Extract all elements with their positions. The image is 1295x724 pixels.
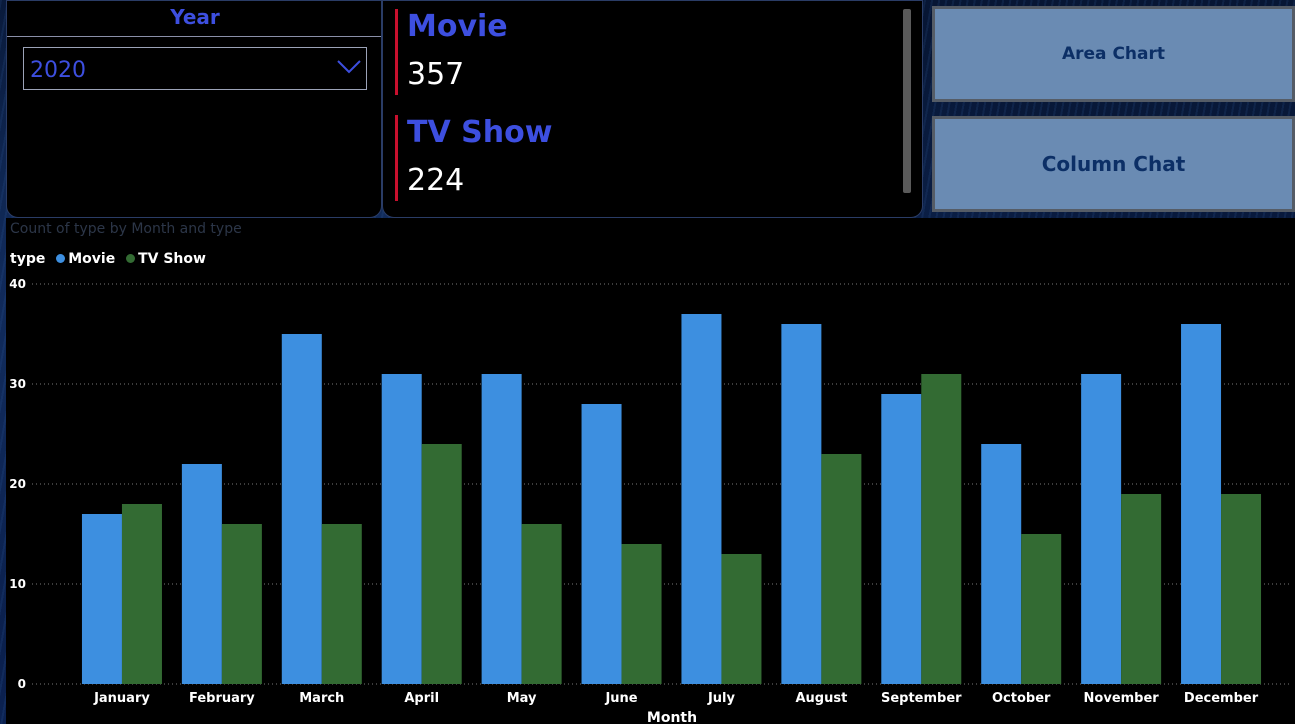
multi-row-card: Movie 357 TV Show 224 <box>382 0 923 218</box>
bar-tv-show[interactable] <box>921 374 962 684</box>
y-tick-label: 40 <box>9 277 26 291</box>
y-tick-label: 30 <box>9 377 26 391</box>
card-label-movie: Movie <box>407 9 508 44</box>
bar-movie[interactable] <box>581 404 622 684</box>
bar-tv-show[interactable] <box>1021 534 1062 684</box>
chart-legend: type Movie TV Show <box>10 251 206 267</box>
card-scrollbar[interactable] <box>903 9 911 193</box>
legend-label: Movie <box>68 251 116 267</box>
slicer-title: Year <box>170 5 220 29</box>
x-tick-label: November <box>1084 691 1160 706</box>
bar-movie[interactable] <box>481 374 522 684</box>
legend-dot-icon <box>126 254 136 263</box>
x-tick-label: April <box>404 691 439 706</box>
bar-tv-show[interactable] <box>221 524 262 684</box>
x-tick-label: January <box>93 691 150 706</box>
bar-movie[interactable] <box>381 374 422 684</box>
y-tick-label: 20 <box>9 477 26 491</box>
bar-tv-show[interactable] <box>321 524 362 684</box>
bar-movie[interactable] <box>281 334 322 684</box>
x-tick-label: December <box>1184 691 1259 706</box>
legend-dot-icon <box>56 254 66 263</box>
bar-tv-show[interactable] <box>1221 494 1262 684</box>
bar-movie[interactable] <box>1081 374 1122 684</box>
bar-movie[interactable] <box>881 394 922 684</box>
bar-movie[interactable] <box>181 464 222 684</box>
x-tick-label: October <box>992 691 1051 706</box>
x-tick-label: July <box>707 691 736 706</box>
year-dropdown[interactable]: 2020 <box>23 47 367 90</box>
card-accent-bar <box>395 115 398 201</box>
x-axis-title: Month <box>647 710 697 724</box>
y-tick-label: 0 <box>18 677 26 691</box>
column-chart-visual[interactable]: 0 10 20 30 40 January February March April May Jun… <box>6 218 1295 724</box>
bar-tv-show[interactable] <box>1121 494 1162 684</box>
chart-svg: 0 10 20 30 40 January February March April May Jun… <box>9 277 1291 724</box>
bar-movie[interactable] <box>981 444 1022 684</box>
card-value-tv-show: 224 <box>407 163 465 198</box>
x-tick-label: August <box>795 691 847 706</box>
x-tick-label: May <box>507 691 537 706</box>
bar-movie[interactable] <box>681 314 722 684</box>
year-selected-value: 2020 <box>30 58 86 83</box>
bar-tv-show[interactable] <box>421 444 462 684</box>
x-tick-label: June <box>604 691 637 706</box>
bar-tv-show[interactable] <box>821 454 862 684</box>
bar-tv-show[interactable] <box>721 554 762 684</box>
legend-item-movie[interactable]: Movie <box>56 251 115 267</box>
column-chart-button[interactable]: Column Chat <box>932 116 1295 212</box>
bar-movie[interactable] <box>781 324 822 684</box>
card-accent-bar <box>395 9 398 95</box>
chart-title: Count of type by Month and type <box>10 221 242 237</box>
legend-item-tv-show[interactable]: TV Show <box>126 251 206 267</box>
bar-tv-show[interactable] <box>521 524 562 684</box>
card-value-movie: 357 <box>407 57 465 92</box>
slicer-divider <box>7 36 381 37</box>
bar-tv-show[interactable] <box>621 544 662 684</box>
area-chart-button[interactable]: Area Chart <box>932 6 1295 102</box>
chevron-down-icon <box>337 60 361 74</box>
x-tick-label: September <box>881 691 962 706</box>
x-tick-label: March <box>299 691 344 706</box>
year-slicer: Year 2020 <box>6 0 382 218</box>
card-label-tv-show: TV Show <box>407 115 553 150</box>
legend-title: type <box>10 251 46 267</box>
bar-movie[interactable] <box>81 514 122 684</box>
bar-movie[interactable] <box>1181 324 1222 684</box>
legend-label: TV Show <box>138 251 206 267</box>
bar-tv-show[interactable] <box>121 504 162 684</box>
y-tick-label: 10 <box>9 577 26 591</box>
x-tick-label: February <box>189 691 255 706</box>
